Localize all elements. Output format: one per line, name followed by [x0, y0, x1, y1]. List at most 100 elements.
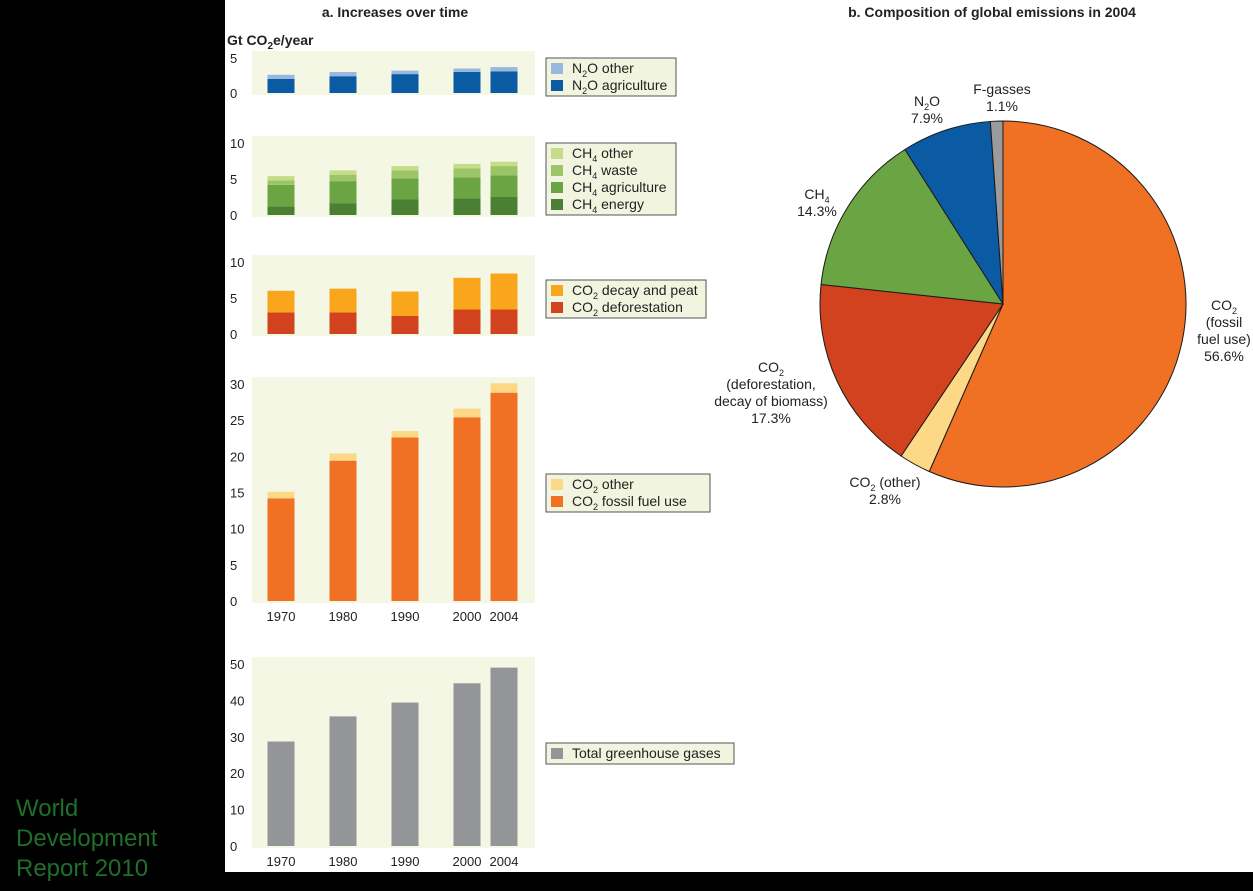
bar-segment [490, 71, 518, 93]
x-tick-label: 2004 [490, 854, 519, 869]
bar-segment [490, 667, 518, 846]
bar-segment [453, 683, 481, 846]
watermark: World Development Report 2010 [16, 794, 157, 884]
bar-segment [490, 392, 518, 601]
pie-label: 14.3% [797, 203, 837, 219]
panel-b-title: b. Composition of global emissions in 20… [848, 4, 1136, 20]
bar-segment [267, 498, 295, 601]
x-tick-label: 1970 [267, 854, 296, 869]
legend-swatch [551, 302, 563, 313]
bar-segment [453, 177, 481, 199]
bar-segment [490, 273, 518, 310]
legend-label: Total greenhouse gases [572, 745, 721, 761]
x-tick-label: 1990 [391, 854, 420, 869]
bar-segment [391, 316, 419, 334]
y-tick-label: 50 [230, 657, 244, 672]
y-tick-label: 5 [230, 558, 237, 573]
bar-segment [267, 206, 295, 215]
bar-segment [391, 431, 419, 438]
bar-segment [391, 199, 419, 215]
y-tick-label: 30 [230, 377, 244, 392]
legend-box [545, 279, 707, 319]
y-tick-label: 5 [230, 172, 237, 187]
bar-segment [329, 716, 357, 846]
watermark-line: Development [16, 825, 158, 852]
x-tick-label: 2000 [453, 609, 482, 624]
y-tick-label: 10 [230, 803, 244, 818]
bar-segment [267, 290, 295, 313]
bar-segment [267, 312, 295, 334]
bar-segment [267, 74, 295, 79]
legend-label: N2O agriculture [572, 77, 667, 96]
pie-slice [928, 120, 1187, 488]
y-tick-label: 20 [230, 449, 244, 464]
bar-segment [391, 291, 419, 316]
unit-label: Gt CO2e/year [227, 32, 314, 52]
bar-segment [490, 161, 518, 167]
pie-slice [819, 283, 1004, 457]
legend-swatch [551, 165, 563, 176]
y-tick-label: 5 [230, 291, 237, 306]
legend-box [545, 473, 711, 513]
pie-label: F-gasses [973, 81, 1031, 97]
bar-segment [391, 166, 419, 171]
y-tick-label: 15 [230, 486, 244, 501]
pie-label: CO2 [758, 359, 784, 378]
y-tick-label: 0 [230, 86, 237, 101]
pie-label: 17.3% [751, 410, 791, 426]
pie-slice [820, 148, 1004, 305]
pie-label: (deforestation, [726, 376, 816, 392]
legend-label: CH4 energy [572, 196, 644, 215]
y-tick-label: 40 [230, 693, 244, 708]
legend-swatch [551, 479, 563, 490]
bar-segment [453, 277, 481, 310]
watermark-line: Report 2010 [16, 855, 149, 882]
bar-segment [391, 437, 419, 601]
legend-box [545, 57, 677, 97]
pie-label: 7.9% [911, 110, 943, 126]
legend-label: N2O other [572, 60, 634, 79]
x-tick-label: 1990 [391, 609, 420, 624]
bar-segment [267, 176, 295, 181]
legend-label: CO2 deforestation [572, 299, 683, 318]
legend-label: CO2 other [572, 476, 634, 495]
legend-label: CH4 other [572, 145, 633, 164]
legend-swatch [551, 63, 563, 74]
pie-label: 2.8% [869, 491, 901, 507]
bar-segment [453, 163, 481, 169]
bar-segment [453, 68, 481, 72]
bar-panel-total: 0 10 20 30 40 50 1970 1980 1990 2000 2004 Total gre… [230, 657, 735, 869]
bar-segment [391, 74, 419, 93]
pie-slice [904, 120, 1004, 305]
panel-a-title: a. Increases over time [322, 4, 469, 20]
legend-label: CH4 waste [572, 162, 638, 181]
y-tick-label: 0 [230, 594, 237, 609]
x-tick-label: 2004 [490, 609, 519, 624]
y-tick-label: 10 [230, 136, 244, 151]
y-tick-label: 25 [230, 413, 244, 428]
bar-segment [490, 67, 518, 72]
pie-label: (fossil [1206, 314, 1243, 330]
y-tick-label: 0 [230, 208, 237, 223]
bar-segment [391, 702, 419, 846]
bar-segment [267, 184, 295, 207]
bar-segment [391, 70, 419, 75]
x-tick-label: 1970 [267, 609, 296, 624]
pie-label: 1.1% [986, 98, 1018, 114]
y-tick-label: 0 [230, 327, 237, 342]
bar-segment [490, 309, 518, 334]
y-tick-label: 20 [230, 766, 244, 781]
y-tick-label: 10 [230, 522, 244, 537]
bar-segment [453, 309, 481, 334]
bar-segment [267, 79, 295, 93]
bar-segment [490, 166, 518, 176]
legend-swatch [551, 80, 563, 91]
bar-segment [329, 288, 357, 313]
bar-segment [329, 72, 357, 77]
